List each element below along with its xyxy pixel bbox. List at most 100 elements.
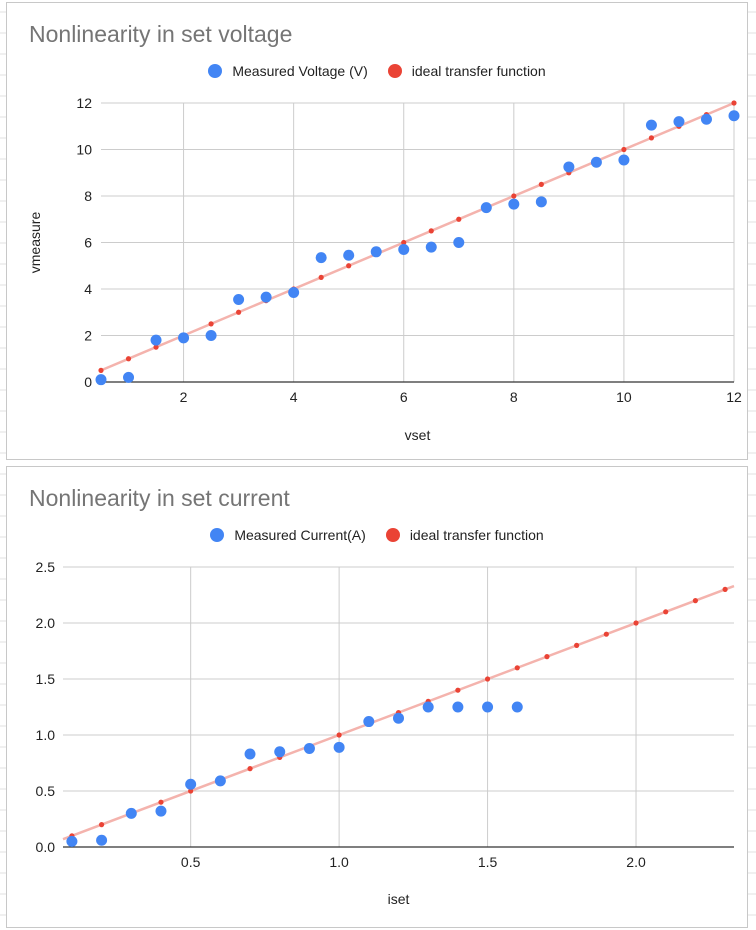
y-axis-title: vmeasure (27, 212, 43, 274)
measured-point (370, 246, 382, 258)
chart-legend: Measured Current(A) ideal transfer funct… (7, 527, 747, 543)
chart-title: Nonlinearity in set voltage (29, 21, 293, 47)
x-tick-label: 8 (510, 389, 518, 405)
chart-title: Nonlinearity in set current (29, 485, 290, 511)
measured-point (590, 156, 602, 168)
chart-legend: Measured Voltage (V) ideal transfer func… (7, 63, 747, 79)
ideal-point (621, 146, 627, 153)
measured-point (233, 293, 245, 305)
ideal-point (574, 642, 580, 648)
x-tick-label: 0.5 (181, 854, 201, 870)
y-tick-label: 4 (84, 281, 92, 297)
x-tick-label: 12 (726, 389, 742, 405)
measured-point (96, 834, 108, 846)
current-chart[interactable]: Nonlinearity in set current Measured Cur… (6, 466, 748, 928)
y-tick-label: 8 (84, 188, 92, 204)
x-tick-label: 1.5 (478, 854, 498, 870)
legend-item-ideal-transfer[interactable]: ideal transfer function (385, 527, 544, 543)
measured-point (244, 748, 256, 760)
measured-point (728, 110, 740, 122)
ideal-point (692, 598, 699, 604)
x-tick-label: 2.0 (626, 854, 646, 870)
measured-point (563, 161, 575, 173)
y-tick-label: 2.5 (36, 559, 56, 575)
measured-point (150, 334, 162, 346)
legend-label: Measured Voltage (V) (232, 63, 368, 79)
measured-point (185, 778, 197, 790)
legend-label: ideal transfer function (411, 63, 546, 79)
y-tick-label: 0.0 (36, 839, 56, 855)
ideal-trendline (100, 101, 735, 372)
measured-point (155, 805, 167, 817)
filled-circle-icon (208, 64, 223, 78)
measured-point (453, 237, 465, 248)
measured-point (363, 716, 375, 728)
x-tick-label: 4 (290, 389, 298, 405)
measured-point (645, 119, 657, 131)
ideal-point (663, 609, 669, 615)
y-tick-label: 1.5 (36, 671, 56, 687)
current-plot-area: 0.0 0.5 1.0 1.5 2.0 2.5 0.5 1.0 1.5 2.0 iset (36, 559, 735, 907)
ideal-point (346, 263, 352, 269)
ideal-point (401, 239, 407, 246)
measured-point (480, 202, 492, 214)
measured-point (535, 196, 547, 208)
ideal-point (188, 788, 194, 794)
y-tick-label: 0.5 (36, 783, 56, 799)
ideal-point (603, 631, 609, 637)
legend-item-measured-voltage[interactable]: Measured Voltage (V) (208, 63, 368, 79)
ideal-point (428, 228, 434, 234)
measured-point (482, 701, 494, 713)
ideal-point (98, 822, 105, 828)
legend-item-measured-current[interactable]: Measured Current(A) (210, 527, 366, 543)
measured-point (205, 330, 217, 341)
measured-point (508, 198, 520, 210)
y-tick-label: 2 (84, 328, 92, 344)
filled-circle-icon (385, 528, 400, 542)
voltage-plot-area: 0 2 4 6 8 10 12 2 4 6 8 10 12 vset vmeasure (27, 95, 742, 443)
measured-point (618, 154, 630, 166)
measured-point (315, 252, 327, 264)
measured-point (333, 741, 345, 753)
measured-point (274, 746, 286, 758)
measured-point (178, 332, 190, 344)
voltage-chart[interactable]: Nonlinearity in set voltage Measured Vol… (6, 2, 748, 460)
measured-point (95, 374, 107, 386)
ideal-point (484, 676, 491, 682)
measured-point (260, 291, 272, 303)
x-tick-label: 2 (180, 389, 188, 405)
ideal-point (648, 135, 655, 141)
y-tick-label: 0 (84, 374, 92, 390)
measured-point (343, 249, 355, 261)
legend-item-ideal-transfer[interactable]: ideal transfer function (387, 63, 546, 79)
ideal-point (153, 344, 159, 350)
ideal-point (455, 687, 461, 693)
y-tick-label: 12 (76, 95, 92, 111)
ideal-point (247, 766, 253, 772)
ideal-point (98, 367, 104, 373)
y-tick-label: 2.0 (36, 615, 56, 631)
measured-point (511, 701, 523, 713)
measured-point (422, 701, 434, 713)
y-tick-label: 6 (84, 235, 92, 251)
ideal-point (538, 181, 544, 187)
ideal-point (544, 654, 550, 660)
ideal-point (511, 193, 517, 199)
x-axis-title: iset (388, 891, 410, 907)
y-tick-label: 10 (76, 142, 92, 158)
measured-point (125, 807, 137, 819)
measured-point (303, 742, 315, 754)
x-tick-label: 10 (616, 389, 632, 405)
x-axis-title: vset (405, 427, 431, 443)
x-tick-label: 6 (400, 389, 408, 405)
measured-point (398, 243, 410, 255)
ideal-point (236, 309, 242, 315)
measured-point (214, 775, 226, 787)
filled-circle-icon (387, 64, 402, 78)
ideal-point (336, 732, 342, 738)
y-tick-label: 1.0 (36, 727, 56, 743)
ideal-point (158, 799, 164, 805)
ideal-point (722, 586, 728, 592)
ideal-point (514, 665, 520, 671)
